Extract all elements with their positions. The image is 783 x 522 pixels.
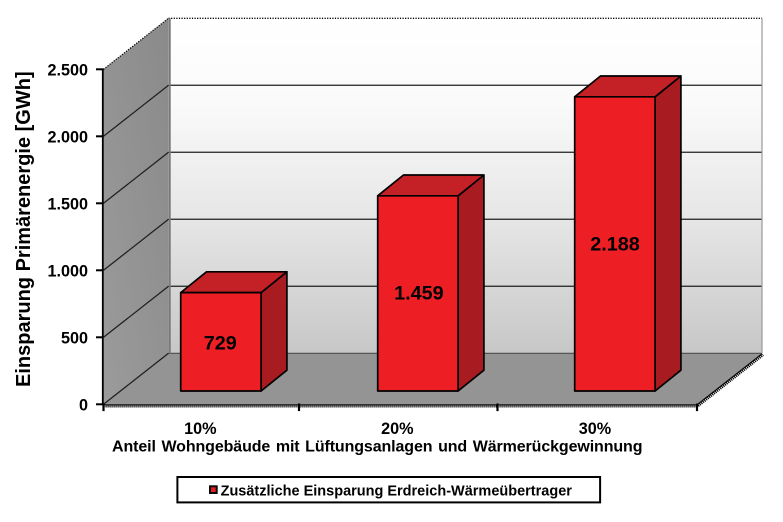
svg-text:Anteil Wohngebäude mit Lüftung: Anteil Wohngebäude mit Lüftungsanlagen u… xyxy=(112,439,642,456)
svg-text:0: 0 xyxy=(79,397,88,415)
svg-text:2.500: 2.500 xyxy=(47,62,88,80)
svg-text:729: 729 xyxy=(204,333,237,355)
svg-text:1.500: 1.500 xyxy=(47,196,88,214)
svg-text:2.000: 2.000 xyxy=(47,129,88,147)
svg-text:Zusätzliche Einsparung Erdrei: Zusätzliche Einsparung Erdreich-Wärmeübe… xyxy=(221,483,573,499)
svg-text:10%: 10% xyxy=(184,420,216,438)
svg-text:Einsparung Primärenergie [GWh]: Einsparung Primärenergie [GWh] xyxy=(13,71,35,387)
svg-text:30%: 30% xyxy=(579,420,611,438)
svg-text:1.000: 1.000 xyxy=(47,263,88,281)
svg-text:500: 500 xyxy=(61,330,88,348)
svg-text:1.459: 1.459 xyxy=(394,283,444,305)
svg-text:20%: 20% xyxy=(381,420,413,438)
svg-text:2.188: 2.188 xyxy=(590,234,640,256)
